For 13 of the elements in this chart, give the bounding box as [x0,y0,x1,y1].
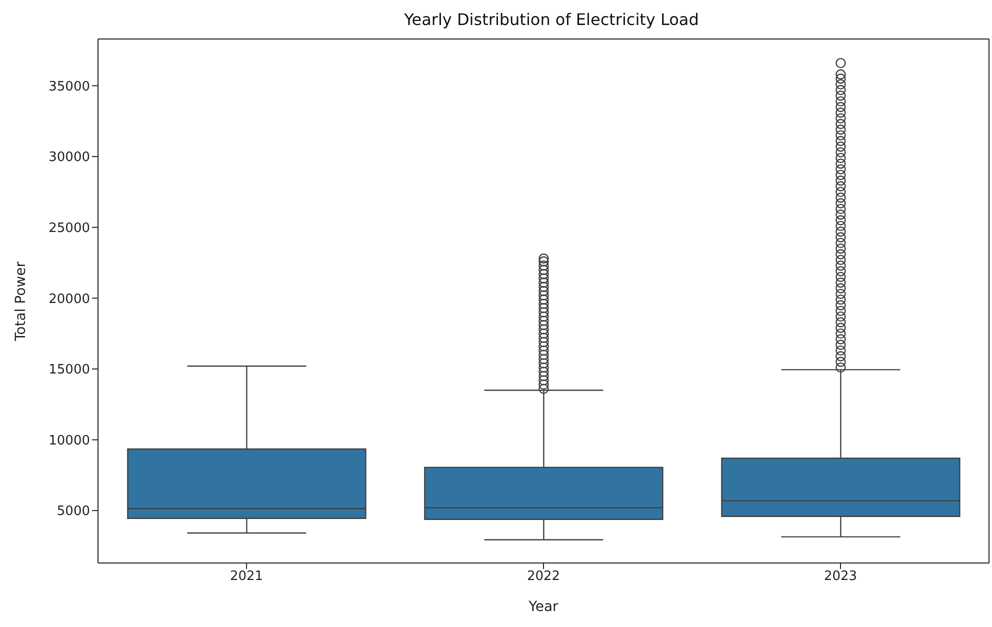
x-axis-title: Year [528,599,559,615]
y-tick-label: 35000 [48,79,90,94]
x-tick-label: 2021 [230,569,264,584]
y-tick-label: 15000 [48,362,90,378]
y-axis-title: Total Power [12,261,29,342]
chart-title: Yearly Distribution of Electricity Load [403,10,700,29]
y-tick-label: 10000 [48,433,90,448]
x-tick-label: 2023 [824,569,858,584]
y-tick-label: 5000 [56,504,90,520]
y-tick-label: 30000 [48,150,90,166]
y-tick-label: 20000 [48,292,90,307]
x-tick-label: 2022 [526,569,560,584]
y-tick-label: 25000 [48,220,90,236]
